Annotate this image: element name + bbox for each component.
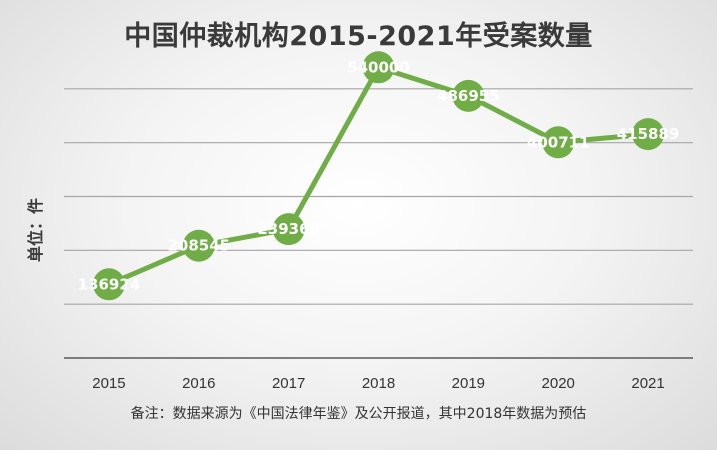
x-tick-label: 2017 — [272, 375, 305, 392]
data-label: 400711 — [527, 133, 590, 151]
data-point — [92, 268, 125, 301]
x-tick-label: 2018 — [362, 375, 395, 392]
x-tick-label: 2019 — [452, 375, 485, 392]
data-point — [452, 79, 485, 112]
data-point — [272, 213, 305, 246]
data-label: 208545 — [167, 237, 230, 255]
chart-title: 中国仲裁机构2015-2021年受案数量 — [124, 21, 593, 52]
data-point — [362, 51, 395, 84]
data-label: 540000 — [347, 58, 410, 76]
data-point — [182, 229, 215, 262]
data-label: 239360 — [257, 220, 320, 238]
data-point — [542, 126, 575, 159]
data-label: 415889 — [617, 125, 680, 143]
x-tick-label: 2021 — [631, 375, 664, 392]
data-point — [632, 118, 665, 151]
chart-note: 备注：数据来源为《中国法律年鉴》及公开报道，其中2018年数据为预估 — [130, 406, 587, 422]
data-label: 136924 — [78, 275, 141, 293]
x-tick-label: 2016 — [182, 375, 215, 392]
x-tick-label: 2020 — [542, 375, 575, 392]
data-label: 486955 — [437, 87, 500, 105]
x-tick-label: 2015 — [92, 375, 125, 392]
